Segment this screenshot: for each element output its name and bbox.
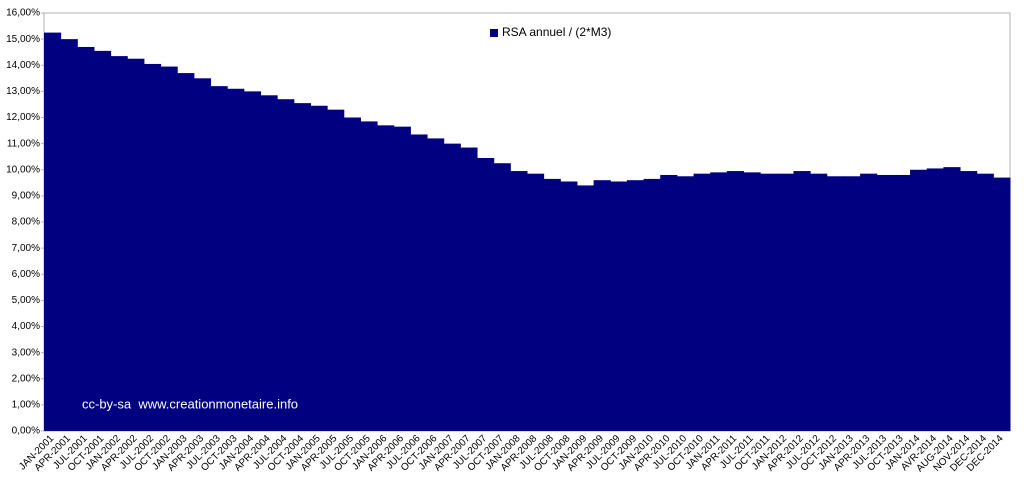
y-tick-label: 14,00% [6,60,40,71]
y-tick-label: 16,00% [6,8,40,19]
bar [110,56,128,431]
bar [510,171,528,431]
bar [327,109,345,431]
bar [910,169,928,431]
legend-label: RSA annuel / (2*M3) [502,25,611,39]
bar [543,178,561,431]
bar [726,171,745,431]
bar [377,125,395,432]
bar [227,88,245,431]
y-tick-label: 12,00% [6,112,40,123]
bar [793,171,811,431]
bar [277,99,295,432]
bar [693,173,711,431]
bar [943,167,961,431]
y-tick-label: 10,00% [6,164,40,175]
y-tick-label: 15,00% [6,34,40,45]
bar [843,176,861,431]
y-tick-label: 2,00% [12,373,40,384]
bar [177,73,195,432]
bar [343,117,361,431]
bar [310,105,328,432]
bar [477,157,495,431]
bar [660,174,678,431]
bar [410,134,428,431]
y-tick-label: 3,00% [12,347,40,358]
y-tick-label: 6,00% [12,269,40,280]
bar [443,143,461,431]
bar [77,46,95,432]
y-tick-label: 8,00% [12,217,40,228]
bar [826,176,844,431]
y-tick-label: 13,00% [6,86,40,97]
bar [293,103,311,431]
bar [44,32,62,431]
y-tick-label: 5,00% [12,295,40,306]
bar [993,177,1011,431]
bar [876,174,894,431]
bar [427,138,445,431]
bar [610,181,628,431]
bar [243,91,262,431]
legend-swatch [490,29,498,37]
bar [493,163,511,431]
bar [626,180,645,431]
bar [210,86,228,432]
bar [143,63,162,431]
bar [760,173,778,431]
bar [776,173,794,431]
y-tick-label: 7,00% [12,243,40,254]
bar [576,185,595,431]
bar [60,39,78,431]
bar [260,95,278,431]
y-tick-label: 4,00% [12,321,40,332]
bar [393,126,411,432]
bar [976,173,994,431]
bar [127,58,145,431]
bar [926,168,944,431]
y-tick-label: 11,00% [7,138,40,149]
bar [860,173,878,431]
bar [593,180,611,431]
bar [810,173,828,431]
bar [360,121,378,431]
bar [960,171,978,431]
y-tick-label: 1,00% [12,400,40,411]
bar [560,181,578,431]
bar [893,174,911,431]
bar [643,178,661,431]
bar [676,176,695,431]
bar [710,172,728,432]
bar [93,50,112,431]
bar [160,66,178,432]
bar [527,173,545,431]
annotation: cc-by-sa www.creationmonetaire.info [82,396,298,411]
y-tick-label: 0,00% [12,426,40,437]
bar [460,147,478,431]
y-tick-label: 9,00% [12,191,40,202]
bar [193,78,212,431]
bar [743,172,761,432]
